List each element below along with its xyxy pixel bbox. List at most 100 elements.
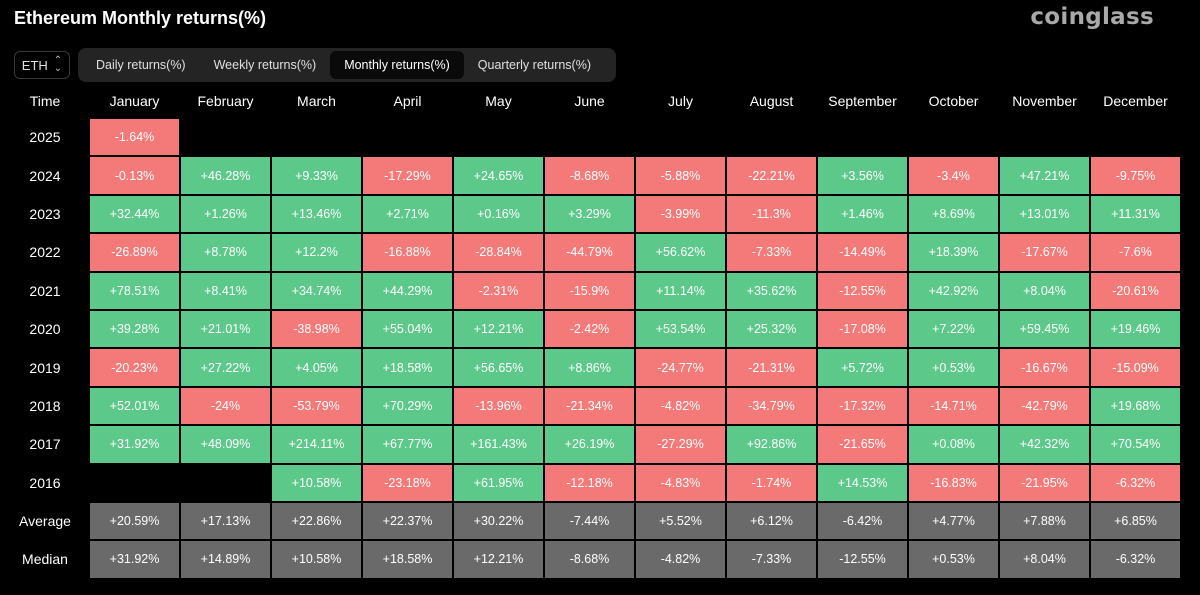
row-label: 2021	[29, 282, 61, 299]
return-cell: +53.54%	[636, 310, 725, 348]
return-cell	[818, 119, 907, 155]
return-cell: +0.16%	[454, 195, 543, 233]
return-cell: -42.79%	[1000, 387, 1089, 425]
return-cell: -22.21%	[727, 157, 816, 194]
stat-cell: +22.37%	[363, 502, 452, 540]
return-cell	[1091, 119, 1180, 155]
return-cell: +34.74%	[272, 272, 361, 309]
stat-cell: +17.13%	[181, 502, 270, 540]
column-header: Time	[29, 93, 61, 109]
return-cell: +55.04%	[363, 310, 452, 348]
row-label: 2016	[29, 474, 61, 491]
tab-quarterly-returns[interactable]: Quarterly returns(%)	[477, 58, 592, 72]
return-cell: +0.53%	[909, 349, 998, 386]
return-cell: +8.78%	[181, 234, 270, 271]
return-cell	[90, 465, 179, 501]
return-cell: +44.29%	[363, 272, 452, 309]
table-row: 2017 +31.92% +48.09% +214.11% +67.77% +161.43…	[2, 426, 1180, 463]
return-cell	[909, 119, 998, 155]
return-cell: +42.32%	[1000, 426, 1089, 463]
return-cell: +39.28%	[90, 310, 179, 348]
return-cell: +21.01%	[181, 310, 270, 348]
return-cell: -28.84%	[454, 234, 543, 271]
column-header: May	[485, 93, 512, 109]
return-cell: -53.79%	[272, 387, 361, 425]
tab-weekly-returns[interactable]: Weekly returns(%)	[213, 58, 317, 72]
column-header: October	[928, 93, 979, 109]
return-cell: +52.01%	[90, 387, 179, 425]
table-row: 2025 -1.64%	[2, 119, 1180, 156]
asset-select[interactable]: ETH ⌃ ⌄	[14, 51, 70, 79]
return-cell: -13.96%	[454, 387, 543, 425]
return-cell	[545, 119, 634, 155]
brand-logo: coinglass	[1030, 4, 1154, 30]
return-cell: -17.67%	[1000, 234, 1089, 271]
returns-tabs: Daily returns(%) Weekly returns(%) Month…	[78, 48, 616, 82]
return-cell: -1.74%	[727, 464, 816, 501]
stat-row: Median +31.92% +14.89% +10.58% +18.58% +12.21…	[2, 541, 1180, 578]
return-cell: -17.29%	[363, 157, 452, 194]
stat-cell: +4.77%	[909, 502, 998, 540]
return-cell: +35.62%	[727, 272, 816, 309]
table-row: 2019 -20.23% +27.22% +4.05% +18.58% +56.65% +8…	[2, 349, 1180, 386]
return-cell: +8.04%	[1000, 272, 1089, 309]
column-header: February	[197, 93, 254, 109]
return-cell: -4.82%	[636, 387, 725, 425]
return-cell	[454, 119, 543, 155]
return-cell: +161.43%	[454, 426, 543, 463]
stat-cell: -7.33%	[727, 541, 816, 578]
tab-daily-returns[interactable]: Daily returns(%)	[96, 58, 186, 72]
return-cell: -24%	[181, 387, 270, 425]
return-cell: +19.46%	[1091, 310, 1180, 348]
return-cell: +78.51%	[90, 272, 179, 309]
column-header: September	[828, 93, 897, 109]
stat-cell: +8.04%	[1000, 541, 1089, 578]
return-cell: +24.65%	[454, 157, 543, 194]
return-cell: -3.99%	[636, 195, 725, 233]
return-cell: +12.21%	[454, 310, 543, 348]
chevron-up-down-icon: ⌃ ⌄	[53, 55, 63, 74]
return-cell: +3.29%	[545, 195, 634, 233]
return-cell: +3.56%	[818, 157, 907, 194]
tab-monthly-returns[interactable]: Monthly returns(%)	[330, 51, 464, 79]
row-label: Median	[22, 551, 68, 568]
return-cell: -20.61%	[1091, 272, 1180, 309]
return-cell: +2.71%	[363, 195, 452, 233]
column-header: November	[1012, 93, 1077, 109]
stat-cell: -8.68%	[545, 541, 634, 578]
return-cell: +92.86%	[727, 426, 816, 463]
return-cell: -12.55%	[818, 272, 907, 309]
return-cell: +11.31%	[1091, 195, 1180, 233]
return-cell: -16.67%	[1000, 349, 1089, 386]
return-cell: +67.77%	[363, 426, 452, 463]
return-cell: +26.19%	[545, 426, 634, 463]
table-row: 2016 +10.58% -23.18% +61.95% -12.18% -4.83% -1…	[2, 464, 1180, 501]
stat-cell: +31.92%	[90, 541, 179, 578]
asset-select-value: ETH	[21, 57, 48, 73]
return-cell: +19.68%	[1091, 387, 1180, 425]
column-header: January	[109, 93, 160, 109]
return-cell: +1.26%	[181, 195, 270, 233]
return-cell: +12.2%	[272, 234, 361, 271]
stat-cell: +5.52%	[636, 502, 725, 540]
stat-row: Average +20.59% +17.13% +22.86% +22.37% +30.2…	[2, 502, 1180, 540]
return-cell: +70.54%	[1091, 426, 1180, 463]
return-cell: +61.95%	[454, 464, 543, 501]
return-cell: +42.92%	[909, 272, 998, 309]
return-cell: -21.95%	[1000, 464, 1089, 501]
table-row: 2023 +32.44% +1.26% +13.46% +2.71% +0.16% +3.2…	[2, 195, 1180, 233]
return-cell: +31.92%	[90, 426, 179, 463]
stat-cell: +10.58%	[272, 541, 361, 578]
return-cell: -3.4%	[909, 157, 998, 194]
stat-cell: +12.21%	[454, 541, 543, 578]
row-label: 2019	[29, 359, 61, 376]
row-label: Average	[19, 513, 71, 530]
return-cell	[1000, 119, 1089, 155]
returns-table: Time January February March April May June July…	[0, 83, 1182, 580]
return-cell: -15.09%	[1091, 349, 1180, 386]
stat-cell: +22.86%	[272, 502, 361, 540]
stat-cell: -6.32%	[1091, 541, 1180, 578]
return-cell	[727, 119, 816, 155]
column-header: July	[668, 93, 693, 109]
return-cell: +13.46%	[272, 195, 361, 233]
